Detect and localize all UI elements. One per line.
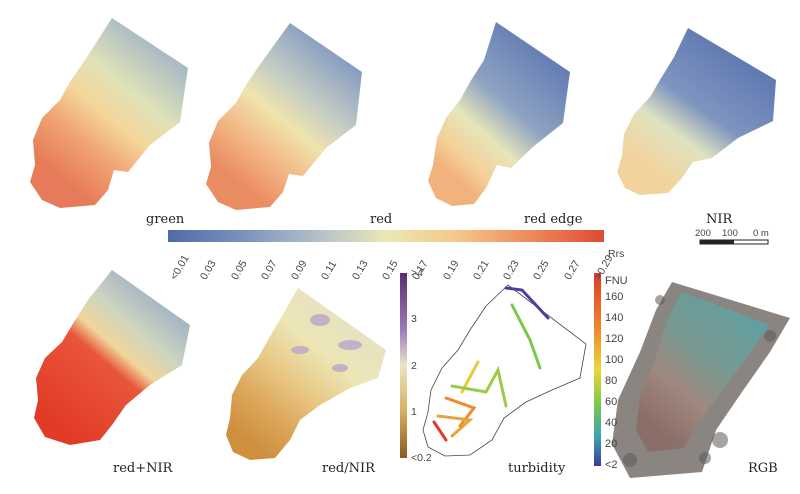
band-label-green: green [146, 212, 185, 227]
turbidity-transects [432, 286, 550, 442]
band-label-red-edge: red edge [524, 212, 583, 227]
panel-label-rgb: RGB [748, 461, 778, 476]
panel-label-red-nir: red+NIR [113, 461, 173, 476]
turbidity-lake-outline [422, 284, 587, 457]
turbidity-colorbar-tick: 60 [605, 396, 618, 408]
turbidity-colorbar-tick: 20 [605, 438, 618, 450]
turbidity-unit: FNU [605, 275, 628, 287]
panel-label-turbidity: turbidity [508, 461, 566, 476]
ratio-purple-patches [291, 314, 362, 372]
scale-label-0m: 0 m [753, 228, 769, 239]
lake-red-over-nir [226, 288, 386, 460]
rgb-shore-texture [623, 295, 776, 467]
ratio-colorbar-tick: 2 [411, 359, 417, 372]
ratio-colorbar [400, 273, 407, 458]
main-colorbar-unit: Rrs [608, 248, 625, 260]
lake-red-nir [34, 270, 190, 445]
turbidity-colorbar-tick: <2 [605, 459, 618, 471]
panel-label-red-over-nir: red/NIR [322, 461, 375, 476]
lake-nir [617, 28, 776, 195]
scale-bar [699, 239, 769, 245]
band-label-nir: NIR [706, 212, 733, 227]
main-colorbar [168, 230, 604, 242]
turbidity-colorbar-tick: 100 [605, 354, 624, 366]
ratio-colorbar-tick: <0.2 [411, 452, 432, 464]
turbidity-colorbar-tick: 120 [605, 333, 624, 345]
ratio-colorbar-tick: 3 [411, 313, 417, 326]
lake-green [30, 18, 188, 208]
rgb-water [636, 292, 770, 452]
turbidity-colorbar-tick: 40 [605, 417, 618, 429]
turbidity-colorbar-tick: 160 [605, 291, 624, 303]
scale-label-200: 200 [695, 228, 711, 239]
lake-red [206, 23, 362, 210]
turbidity-colorbar [594, 273, 601, 466]
turbidity-colorbar-tick: 140 [605, 312, 624, 324]
ratio-colorbar-tick: >4 [411, 267, 423, 279]
lake-red-edge [428, 22, 570, 206]
ratio-colorbar-tick: 1 [411, 405, 417, 418]
turbidity-colorbar-tick: 80 [605, 375, 618, 387]
band-label-red: red [370, 212, 393, 227]
scale-label-100: 100 [722, 228, 738, 239]
